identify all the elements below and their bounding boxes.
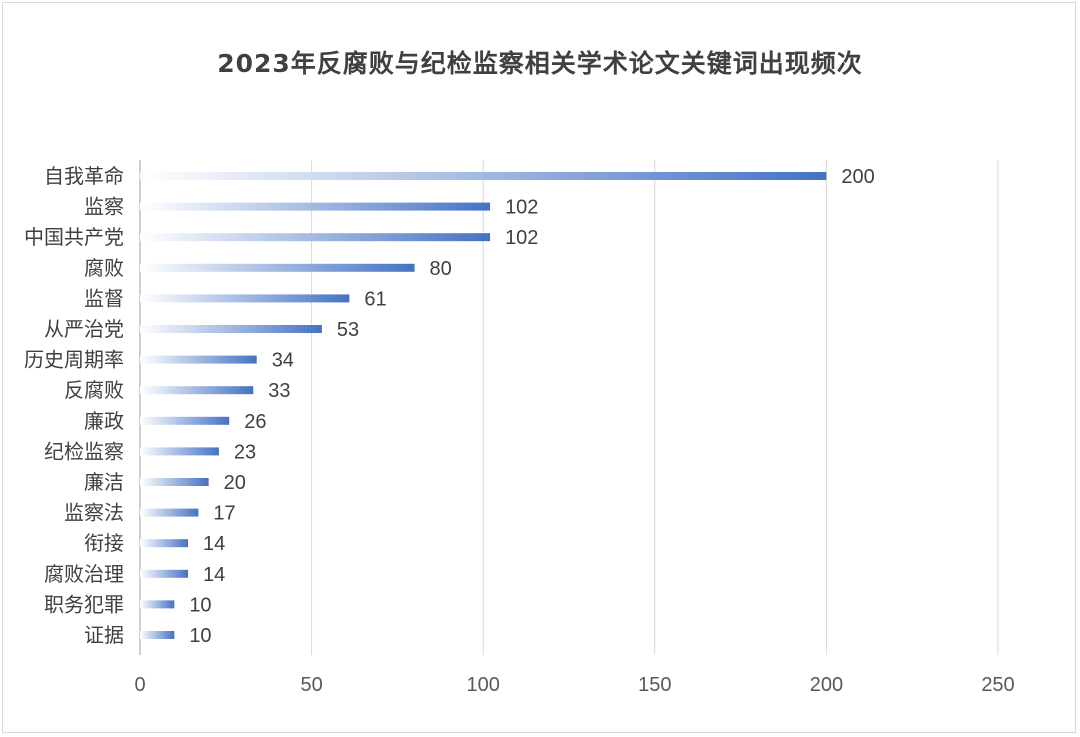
bar [140, 355, 257, 364]
bar [140, 386, 254, 395]
bar [140, 294, 350, 303]
value-label: 10 [189, 594, 211, 616]
value-label: 20 [224, 472, 246, 494]
value-label: 10 [189, 625, 211, 647]
x-tick-label: 250 [981, 674, 1014, 696]
bar [140, 263, 415, 272]
value-label: 26 [244, 411, 266, 433]
category-label: 监督 [84, 286, 124, 310]
category-label: 腐败 [84, 256, 124, 280]
value-label: 14 [203, 564, 225, 586]
bar [140, 631, 175, 639]
category-label: 监察 [84, 195, 124, 219]
x-tick-label: 0 [134, 674, 145, 696]
x-tick-label: 200 [810, 674, 843, 696]
value-label: 23 [234, 441, 256, 463]
bar [140, 416, 230, 425]
category-label: 从严治党 [44, 317, 124, 341]
category-label: 证据 [84, 623, 124, 647]
value-label: 33 [268, 380, 290, 402]
category-label: 廉洁 [84, 470, 124, 494]
category-label: 历史周期率 [24, 348, 124, 372]
bar [140, 325, 322, 333]
category-label: 腐败治理 [44, 562, 124, 586]
bar [140, 202, 491, 211]
category-label: 廉政 [84, 409, 124, 433]
x-tick-label: 100 [467, 674, 500, 696]
bar [140, 600, 175, 609]
value-label: 14 [203, 533, 225, 555]
value-label: 80 [430, 258, 452, 280]
value-label: 34 [272, 350, 294, 372]
value-label: 102 [505, 197, 538, 219]
chart-title: 2023年反腐败与纪检监察相关学术论文关键词出现频次 [217, 49, 863, 78]
category-label: 监察法 [64, 501, 124, 525]
category-label: 纪检监察 [44, 439, 124, 463]
bar [140, 539, 189, 548]
category-label: 反腐败 [64, 378, 124, 402]
value-label: 17 [213, 503, 235, 525]
bar [140, 233, 491, 242]
category-label: 职务犯罪 [44, 592, 124, 616]
category-label: 衔接 [84, 531, 124, 555]
x-tick-label: 50 [300, 674, 322, 696]
bar [140, 478, 209, 486]
value-label: 61 [364, 288, 386, 310]
value-label: 53 [337, 319, 359, 341]
bar [140, 172, 827, 180]
bar [140, 447, 219, 456]
value-label: 102 [505, 227, 538, 249]
category-label: 自我革命 [44, 164, 124, 188]
bar [140, 569, 189, 578]
x-tick-label: 150 [638, 674, 671, 696]
bar [140, 508, 199, 517]
value-label: 200 [841, 166, 874, 188]
category-label: 中国共产党 [24, 225, 124, 249]
